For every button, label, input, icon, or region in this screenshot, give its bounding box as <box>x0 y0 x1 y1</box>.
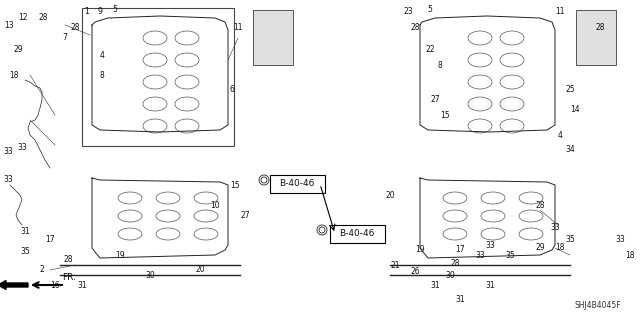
Bar <box>253 10 293 65</box>
Text: 19: 19 <box>115 250 125 259</box>
Text: 33: 33 <box>3 147 13 157</box>
Text: 23: 23 <box>403 8 413 17</box>
Text: 30: 30 <box>445 271 455 279</box>
Text: 26: 26 <box>410 268 420 277</box>
Text: 22: 22 <box>425 46 435 55</box>
Text: 28: 28 <box>38 13 48 23</box>
Text: 31: 31 <box>20 227 30 236</box>
Text: 27: 27 <box>430 95 440 105</box>
Text: 5: 5 <box>113 5 117 14</box>
Text: 2: 2 <box>40 265 44 275</box>
Text: SHJ4B4045F: SHJ4B4045F <box>575 301 621 310</box>
Bar <box>576 10 616 65</box>
Text: 28: 28 <box>70 24 80 33</box>
Text: 8: 8 <box>100 70 104 79</box>
Text: 11: 11 <box>233 24 243 33</box>
Bar <box>330 225 385 243</box>
Text: 7: 7 <box>63 33 67 42</box>
Text: 33: 33 <box>485 241 495 249</box>
Text: 21: 21 <box>390 261 400 270</box>
Text: 15: 15 <box>230 181 240 189</box>
Text: 9: 9 <box>97 8 102 17</box>
Text: 30: 30 <box>145 271 155 279</box>
Text: 16: 16 <box>50 280 60 290</box>
Text: 5: 5 <box>428 5 433 14</box>
Text: 33: 33 <box>550 224 560 233</box>
Text: 35: 35 <box>505 250 515 259</box>
Text: B-40-46: B-40-46 <box>279 180 315 189</box>
Text: 12: 12 <box>19 13 28 23</box>
Text: 8: 8 <box>438 61 442 70</box>
Text: 33: 33 <box>17 144 27 152</box>
Text: 17: 17 <box>455 246 465 255</box>
Text: 1: 1 <box>84 8 90 17</box>
Text: FR.: FR. <box>62 273 76 283</box>
Text: 18: 18 <box>625 250 635 259</box>
Text: 29: 29 <box>535 243 545 253</box>
Text: 28: 28 <box>63 256 73 264</box>
Text: 28: 28 <box>535 201 545 210</box>
Text: 31: 31 <box>77 280 87 290</box>
Text: 6: 6 <box>230 85 234 94</box>
Text: 28: 28 <box>410 24 420 33</box>
Text: 34: 34 <box>565 145 575 154</box>
Text: B-40-46: B-40-46 <box>339 229 374 239</box>
Text: 29: 29 <box>13 46 23 55</box>
Text: 14: 14 <box>570 106 580 115</box>
Text: 19: 19 <box>415 246 425 255</box>
Bar <box>82 8 234 146</box>
Text: 18: 18 <box>556 243 564 253</box>
Text: 13: 13 <box>4 20 14 29</box>
Text: 33: 33 <box>475 250 485 259</box>
Text: 15: 15 <box>440 110 450 120</box>
Text: 25: 25 <box>565 85 575 94</box>
Text: 28: 28 <box>595 24 605 33</box>
Text: 31: 31 <box>455 295 465 305</box>
Text: 11: 11 <box>556 8 564 17</box>
Text: 35: 35 <box>20 248 30 256</box>
Text: 10: 10 <box>210 201 220 210</box>
Text: 35: 35 <box>565 235 575 244</box>
Text: 20: 20 <box>385 190 395 199</box>
Text: 31: 31 <box>485 280 495 290</box>
Text: 4: 4 <box>100 50 104 60</box>
Bar <box>270 175 325 193</box>
Text: 17: 17 <box>45 235 55 244</box>
Text: 31: 31 <box>430 280 440 290</box>
Text: 33: 33 <box>3 175 13 184</box>
Text: 33: 33 <box>615 235 625 244</box>
Text: 27: 27 <box>240 211 250 219</box>
Text: 20: 20 <box>195 265 205 275</box>
Text: 18: 18 <box>9 70 19 79</box>
Text: 4: 4 <box>557 130 563 139</box>
Text: 28: 28 <box>451 258 460 268</box>
FancyArrow shape <box>0 280 28 290</box>
